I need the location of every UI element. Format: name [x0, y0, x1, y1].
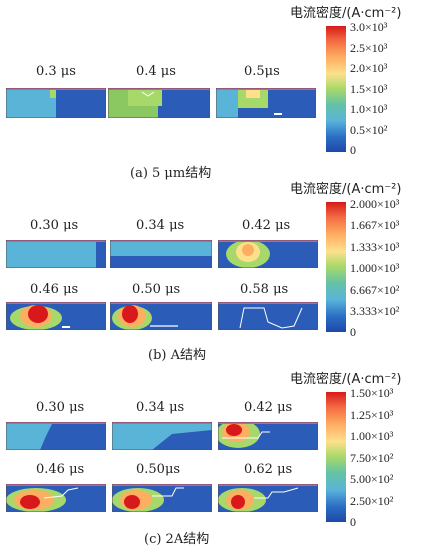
panel-c3: [218, 422, 318, 450]
panel-a3: [216, 88, 316, 118]
panel-b2: [110, 240, 212, 268]
tick-label: 2.0×10³: [350, 61, 388, 75]
time-label: 0.30 μs: [36, 400, 85, 415]
colorbar-c: [326, 392, 346, 522]
colorbar-b: [326, 202, 346, 332]
tick-label: 0: [350, 143, 356, 157]
unit-label-b: 电流密度/(A·cm⁻²): [290, 182, 402, 197]
caption-c: (c) 2A结构: [144, 532, 210, 547]
panel-a2: [108, 88, 210, 118]
caption-a: (a) 5 μm结构: [130, 166, 212, 181]
time-label: 0.42 μs: [244, 400, 293, 415]
time-label: 0.42 μs: [242, 218, 291, 233]
time-label: 0.46 μs: [30, 282, 79, 297]
time-label: 0.62 μs: [244, 462, 293, 477]
tick-label: 0: [350, 325, 356, 339]
tick-label: 1.0×10³: [350, 102, 388, 116]
time-label: 0.46 μs: [36, 462, 85, 477]
tick-label: 1.5×10³: [350, 82, 388, 96]
panel-b6: [218, 302, 318, 330]
tick-label: 1.50×10³: [350, 386, 394, 400]
panel-c2: [112, 422, 212, 450]
tick-label: 0: [350, 515, 356, 529]
panel-c6: [218, 484, 318, 512]
caption-b: (b) A结构: [148, 348, 206, 363]
tick-label: 0.5×10²: [350, 123, 388, 137]
time-label: 0.5μs: [244, 64, 280, 79]
panel-b1: [6, 240, 106, 268]
unit-label-a: 电流密度/(A·cm⁻²): [290, 6, 402, 21]
time-label: 0.30 μs: [30, 218, 79, 233]
panel-c5: [112, 484, 212, 512]
time-label: 0.58 μs: [240, 282, 289, 297]
panel-b5: [110, 302, 212, 330]
tick-label: 2.5×10³: [350, 41, 388, 55]
panel-c4: [6, 484, 106, 512]
tick-label: 1.667×10³: [350, 218, 400, 232]
unit-label-c: 电流密度/(A·cm⁻²): [290, 372, 402, 387]
tick-label: 6.667×10²: [350, 283, 400, 297]
time-label: 0.34 μs: [136, 400, 185, 415]
time-label: 0.50μs: [136, 462, 181, 477]
tick-label: 2.000×10³: [350, 197, 400, 211]
panel-c1: [6, 422, 106, 450]
tick-label: 7.50×10²: [350, 451, 394, 465]
time-label: 0.34 μs: [136, 218, 185, 233]
tick-label: 3.333×10²: [350, 304, 400, 318]
tick-label: 5.00×10²: [350, 472, 394, 486]
time-label: 0.50 μs: [132, 282, 181, 297]
tick-label: 1.00×10³: [350, 429, 394, 443]
tick-label: 2.50×10²: [350, 494, 394, 508]
time-label: 0.4 μs: [136, 64, 176, 79]
panel-b3: [218, 240, 318, 268]
tick-label: 1.000×10³: [350, 261, 400, 275]
tick-label: 1.333×10³: [350, 240, 400, 254]
tick-label: 1.25×10³: [350, 408, 394, 422]
tick-label: 3.0×10³: [350, 20, 388, 34]
panel-a1: [6, 88, 106, 118]
colorbar-a: [326, 26, 346, 152]
time-label: 0.3 μs: [36, 64, 76, 79]
panel-b4: [6, 302, 106, 330]
